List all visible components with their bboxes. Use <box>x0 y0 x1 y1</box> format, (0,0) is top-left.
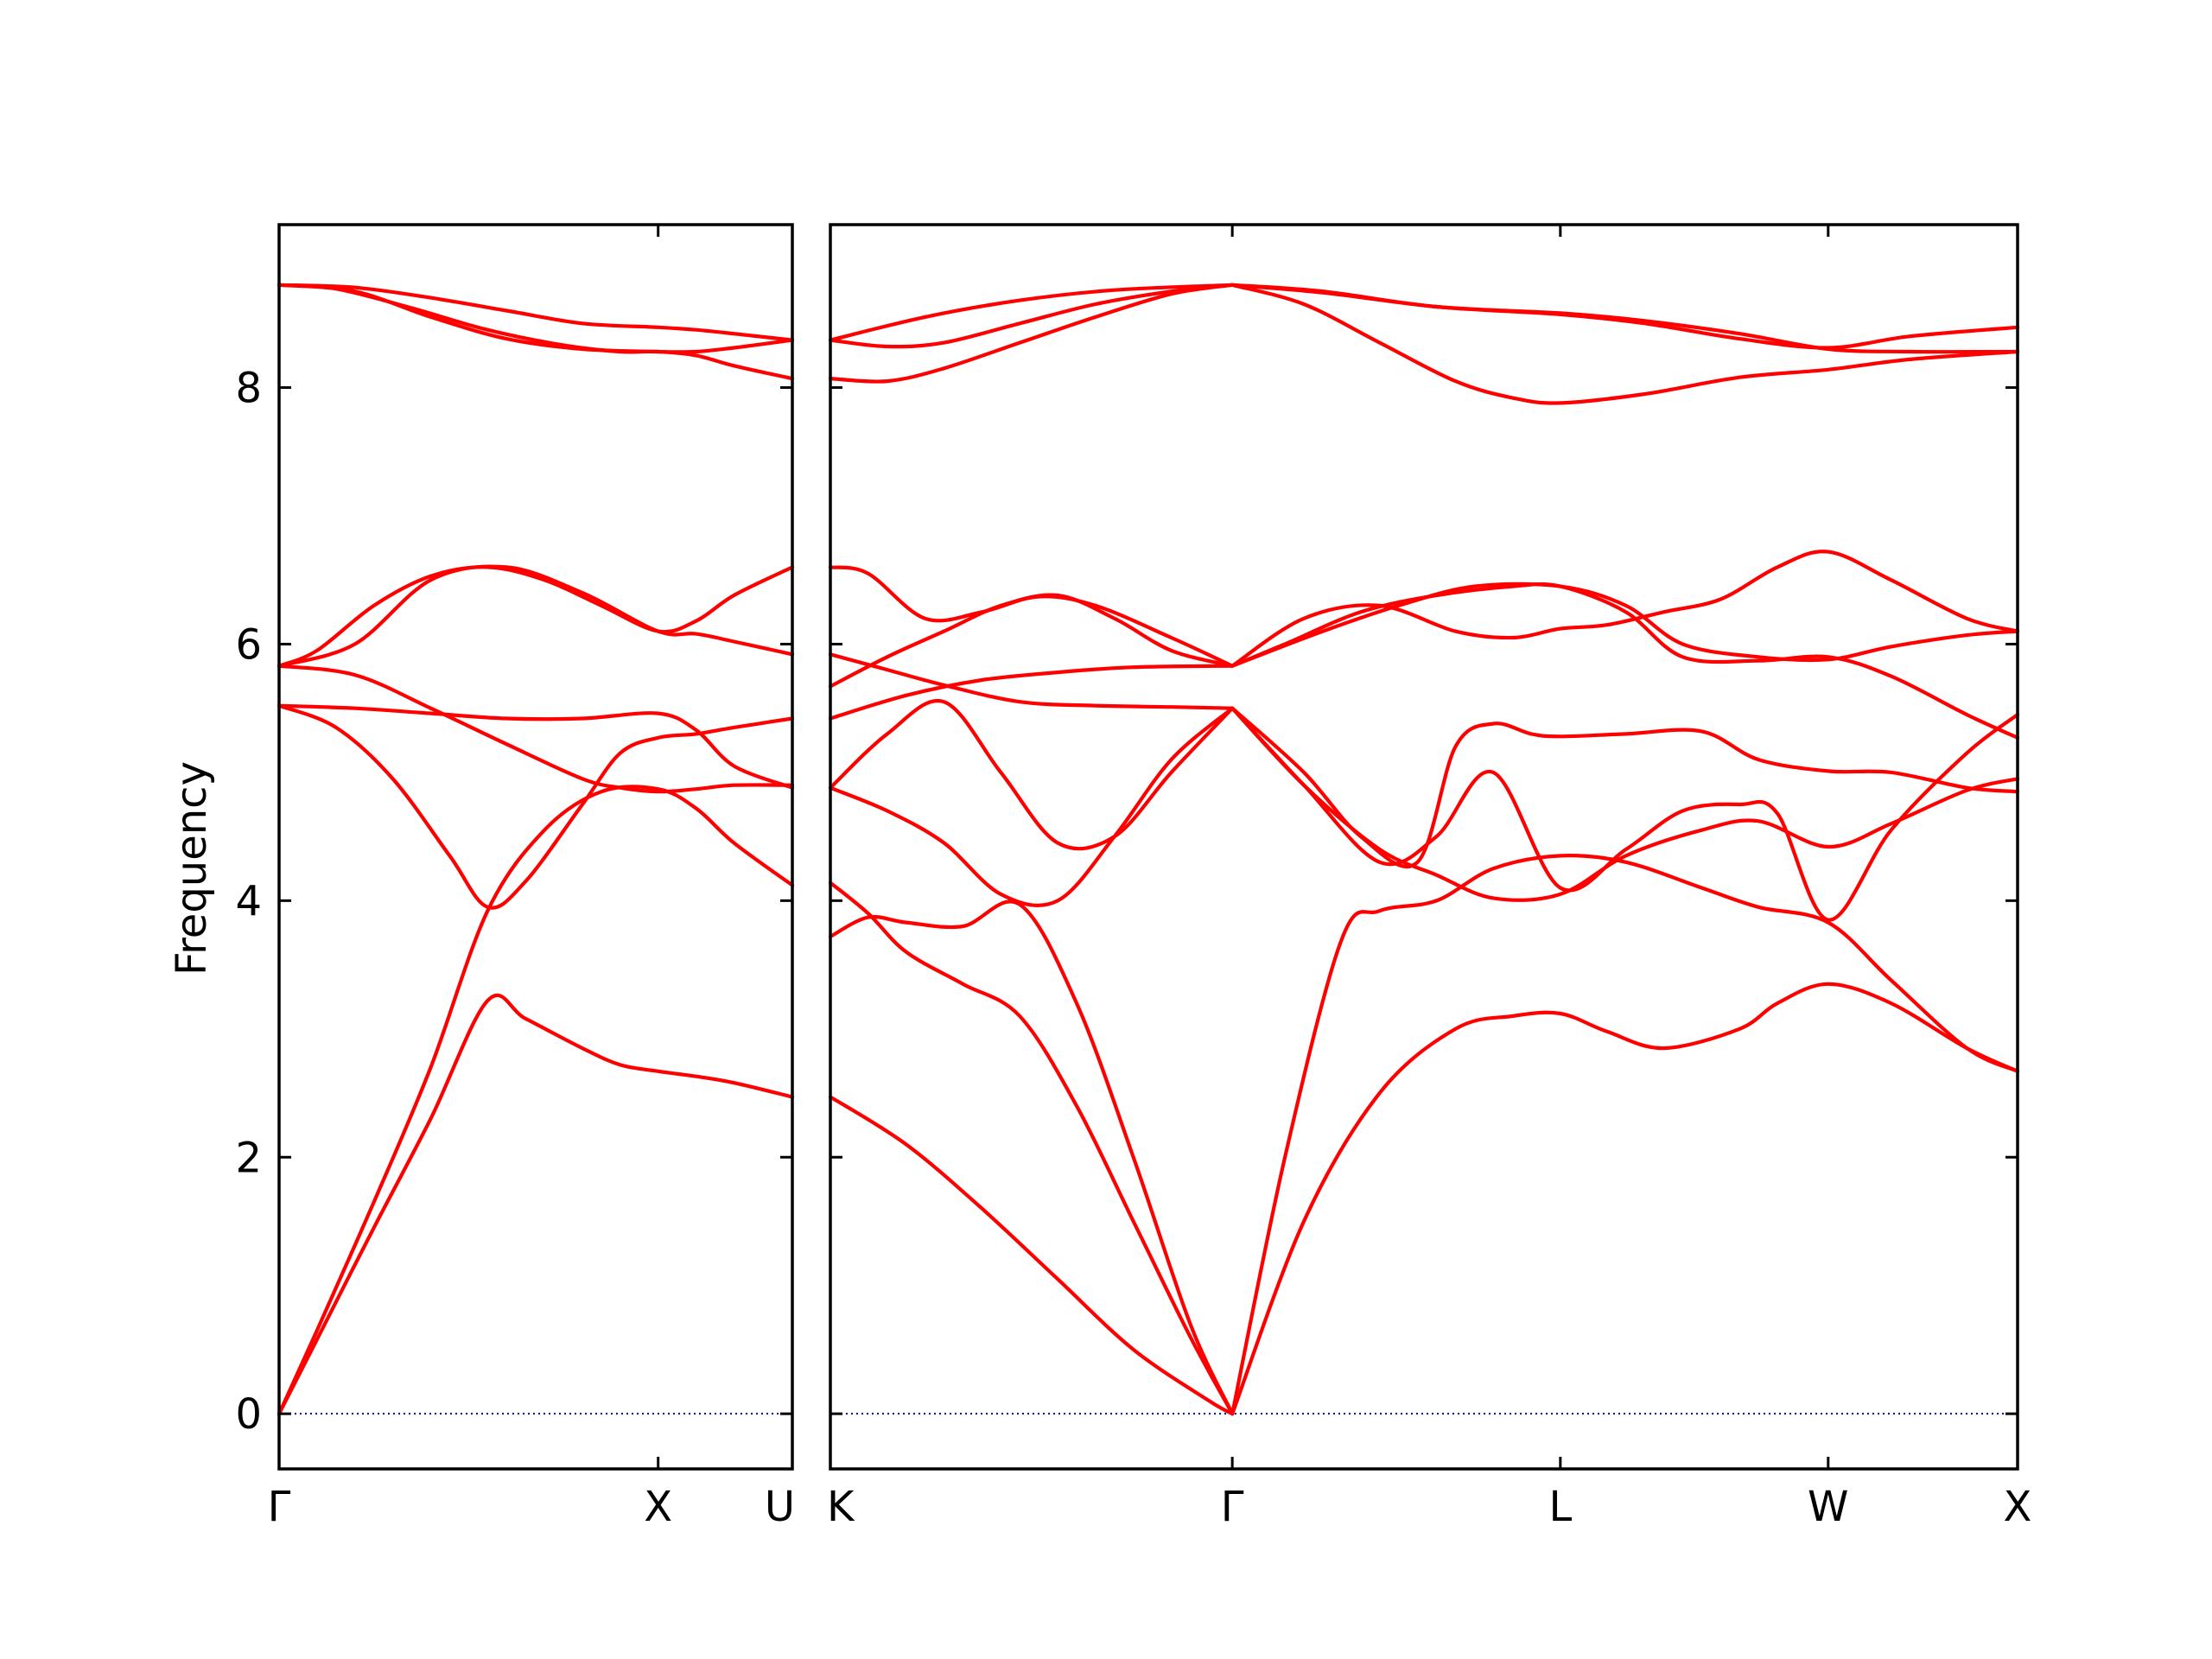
band-line-left-9 <box>276 283 795 354</box>
band-line-right-6 <box>1230 706 2020 902</box>
band-line-right-8 <box>1230 706 2020 869</box>
plot-frame-right <box>829 223 2019 1471</box>
band-line-right-5 <box>1230 982 2020 1416</box>
band-line-right-1 <box>828 1095 1235 1416</box>
band-line-left-4 <box>276 703 795 790</box>
band-line-right-4 <box>1230 854 2020 1416</box>
band-line-right-9 <box>828 698 1235 851</box>
band-line-right-16 <box>1230 582 2020 740</box>
band-line-right-14 <box>828 565 1235 668</box>
band-line-right-19 <box>828 283 1235 349</box>
x-tick-label: Γ <box>1221 1483 1244 1531</box>
band-line-right-18 <box>828 283 1235 384</box>
y-axis: 0 2 4 6 8 <box>235 365 262 1440</box>
band-line-right-15 <box>1230 550 2020 668</box>
y-axis-title: Frequency <box>168 761 216 976</box>
y-tick-label: 4 <box>235 877 262 925</box>
x-tick-label: W <box>1808 1483 1848 1531</box>
band-line-right-7 <box>1230 706 2020 922</box>
band-line-right-21 <box>1230 283 2020 405</box>
x-tick-label: Γ <box>268 1483 291 1531</box>
band-line-right-23 <box>1230 283 2020 350</box>
band-line-right-17 <box>1230 582 2020 668</box>
band-line-right-13 <box>828 593 1235 689</box>
band-line-right-10 <box>828 706 1235 907</box>
band-line-right-2 <box>828 899 1235 1416</box>
band-line-left-10 <box>276 283 795 342</box>
y-tick-label: 8 <box>235 365 262 413</box>
band-line-left-6 <box>276 565 795 668</box>
y-tick-label: 2 <box>235 1134 262 1182</box>
plot-frame-left <box>277 223 794 1471</box>
band-line-left-1 <box>276 993 795 1416</box>
band-line-left-5 <box>276 664 795 794</box>
band-line-right-20 <box>828 283 1235 342</box>
x-tick-label: L <box>1548 1483 1572 1531</box>
band-line-right-12 <box>828 652 1235 710</box>
x-tick-label: X <box>644 1483 672 1531</box>
x-tick-label: X <box>2004 1483 2032 1531</box>
band-line-left-7 <box>276 564 795 668</box>
y-tick-label: 0 <box>235 1390 262 1439</box>
band-line-left-2 <box>276 785 795 1416</box>
band-line-right-3 <box>828 880 1235 1416</box>
x-tick-label: U <box>765 1483 795 1531</box>
band-line-right-11 <box>828 664 1235 721</box>
x-tick-label: K <box>827 1483 855 1531</box>
y-tick-label: 6 <box>235 620 262 669</box>
band-line-left-3 <box>276 703 795 910</box>
